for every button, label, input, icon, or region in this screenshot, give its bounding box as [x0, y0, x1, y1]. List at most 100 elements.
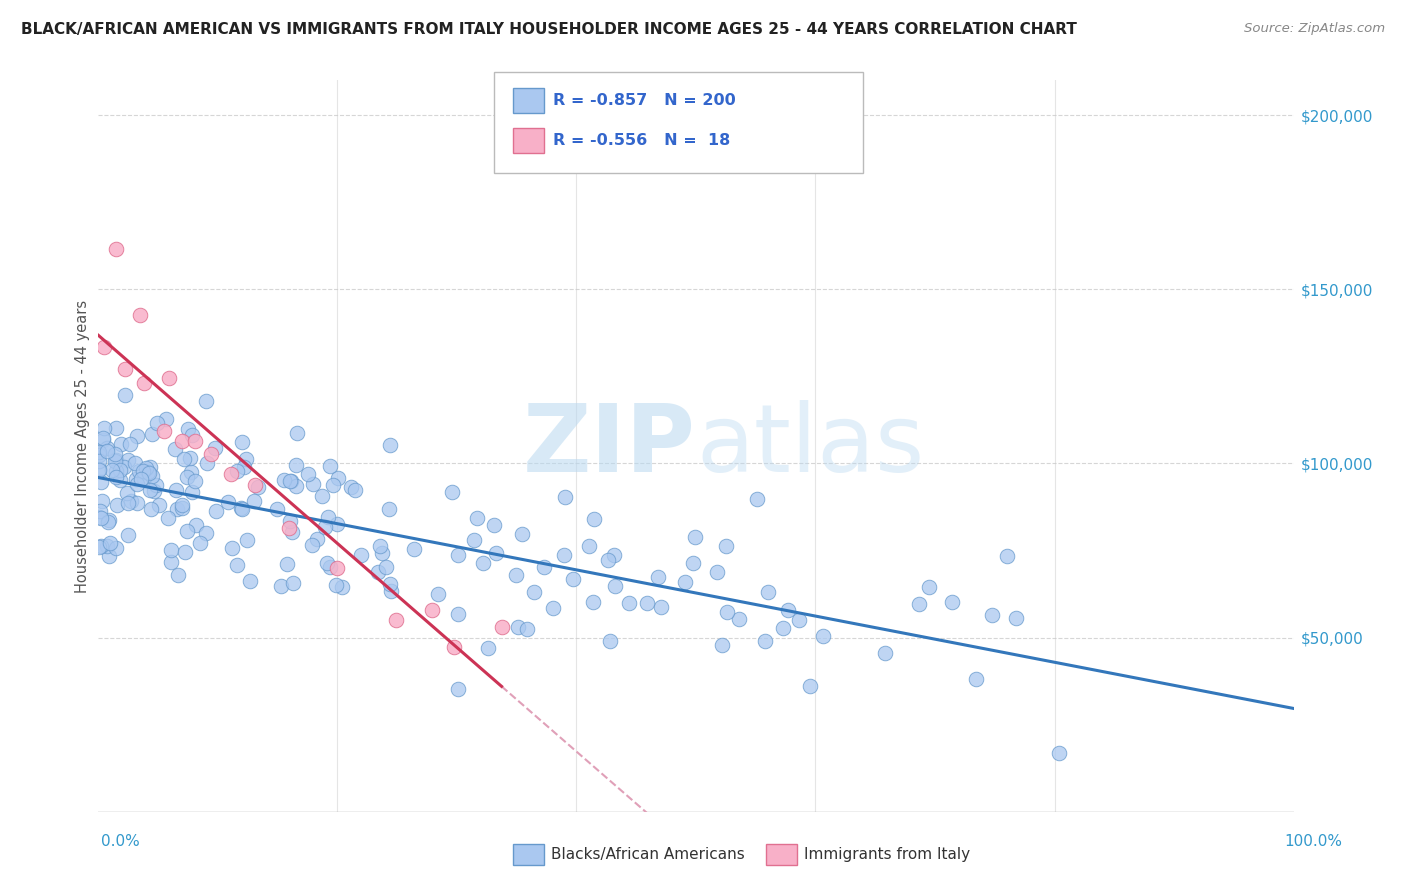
Point [582, 511, 605, 525]
Point [278, 521, 301, 535]
Point [127, 476, 149, 491]
Text: Source: ZipAtlas.com: Source: ZipAtlas.com [1244, 22, 1385, 36]
Point [231, 502, 253, 516]
Point [217, 494, 239, 508]
Point [995, 549, 1018, 563]
Point [195, 394, 218, 409]
Y-axis label: Householder Income Ages 25 - 44 years: Householder Income Ages 25 - 44 years [75, 300, 90, 592]
Point [166, 501, 188, 516]
Point [404, 541, 426, 556]
Point [1047, 746, 1070, 760]
Text: Blacks/African Americans: Blacks/African Americans [551, 847, 745, 862]
Point [247, 481, 270, 495]
Point [427, 587, 450, 601]
Point [311, 489, 333, 503]
Point [343, 483, 366, 497]
Point [918, 580, 941, 594]
Point [176, 524, 198, 538]
Point [318, 559, 340, 574]
Point [330, 580, 353, 594]
Point [716, 539, 738, 553]
Point [562, 572, 585, 586]
Point [484, 517, 506, 532]
Point [180, 485, 202, 500]
Point [505, 568, 527, 582]
Point [173, 451, 195, 466]
Point [188, 536, 211, 550]
Text: 100.0%: 100.0% [1285, 834, 1343, 849]
Point [105, 498, 128, 512]
Point [160, 542, 183, 557]
Point [326, 471, 349, 485]
Point [467, 511, 489, 525]
Point [787, 613, 810, 627]
Point [172, 434, 194, 448]
Point [165, 483, 187, 498]
Point [285, 458, 308, 472]
Point [756, 585, 779, 599]
Point [239, 574, 262, 588]
Point [582, 595, 605, 609]
Point [174, 545, 197, 559]
Point [340, 480, 363, 494]
Point [96, 539, 118, 553]
Point [636, 596, 658, 610]
Point [87, 454, 110, 468]
Point [148, 499, 170, 513]
Point [778, 603, 800, 617]
Point [236, 533, 259, 548]
Point [157, 371, 180, 385]
Point [605, 579, 627, 593]
Text: R = -0.857   N = 200: R = -0.857 N = 200 [553, 94, 735, 108]
Point [367, 565, 389, 579]
Point [89, 503, 111, 517]
Point [176, 470, 198, 484]
Point [908, 597, 931, 611]
Point [176, 422, 198, 436]
Point [226, 464, 249, 478]
Point [316, 509, 339, 524]
Point [170, 498, 193, 512]
Point [104, 454, 127, 468]
Point [233, 460, 256, 475]
Point [118, 437, 141, 451]
Point [326, 560, 349, 574]
Point [91, 431, 114, 445]
Point [87, 445, 110, 459]
Text: atlas: atlas [696, 400, 924, 492]
Point [1005, 611, 1028, 625]
Point [87, 510, 110, 524]
Point [941, 595, 963, 609]
Point [284, 478, 307, 492]
Point [813, 629, 835, 643]
Point [378, 502, 401, 516]
Point [578, 539, 600, 553]
Point [375, 559, 398, 574]
Point [314, 520, 336, 534]
Point [728, 612, 751, 626]
Point [90, 510, 112, 524]
Point [385, 613, 408, 627]
Point [136, 465, 159, 479]
Point [96, 443, 118, 458]
Point [160, 555, 183, 569]
Text: ZIP: ZIP [523, 400, 696, 492]
Point [440, 485, 463, 500]
Point [243, 493, 266, 508]
Point [180, 466, 202, 480]
Point [799, 679, 821, 693]
Text: R = -0.556   N =  18: R = -0.556 N = 18 [553, 133, 730, 147]
Point [276, 558, 298, 572]
Point [485, 546, 508, 560]
Point [145, 478, 167, 492]
Point [463, 533, 485, 547]
Point [301, 477, 323, 491]
Point [138, 466, 160, 480]
Point [322, 477, 344, 491]
Point [179, 450, 201, 465]
Point [368, 539, 391, 553]
Point [554, 490, 576, 504]
Point [98, 513, 121, 527]
Point [128, 464, 150, 478]
Point [194, 526, 217, 541]
